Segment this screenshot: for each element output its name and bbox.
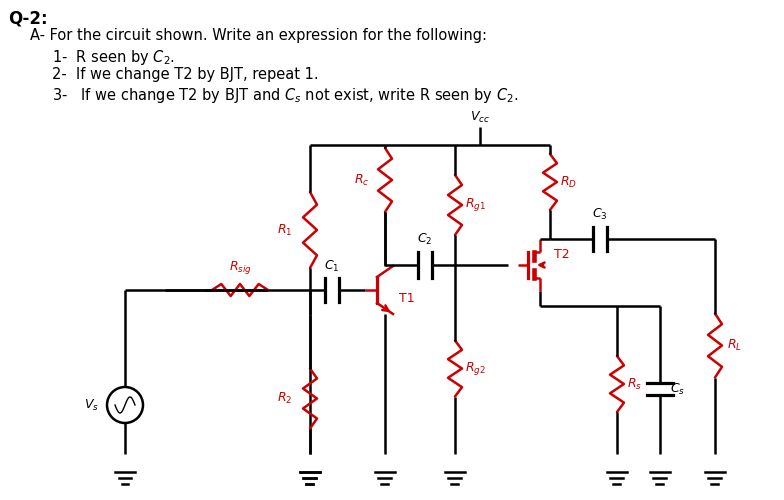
Text: $R_2$: $R_2$ bbox=[277, 391, 292, 406]
Text: $R_{g2}$: $R_{g2}$ bbox=[465, 360, 486, 377]
Text: $C_1$: $C_1$ bbox=[325, 259, 339, 274]
Text: $C_3$: $C_3$ bbox=[592, 207, 608, 222]
Text: $R_c$: $R_c$ bbox=[354, 172, 369, 188]
Text: $R_D$: $R_D$ bbox=[560, 174, 577, 190]
Text: 3-   If we change T2 by BJT and $C_s$ not exist, write R seen by $C_2$.: 3- If we change T2 by BJT and $C_s$ not … bbox=[52, 86, 518, 105]
Text: $R_s$: $R_s$ bbox=[627, 376, 642, 392]
Text: Q-2:: Q-2: bbox=[8, 10, 48, 28]
Text: 1-  R seen by $C_2$.: 1- R seen by $C_2$. bbox=[52, 48, 175, 67]
Text: $V_{cc}$: $V_{cc}$ bbox=[470, 110, 490, 125]
Text: T1: T1 bbox=[399, 292, 415, 304]
Text: 2-  If we change T2 by BJT, repeat 1.: 2- If we change T2 by BJT, repeat 1. bbox=[52, 67, 318, 82]
Text: $R_1$: $R_1$ bbox=[277, 222, 292, 238]
Text: $R_L$: $R_L$ bbox=[727, 338, 742, 353]
Text: $R_{g1}$: $R_{g1}$ bbox=[465, 196, 486, 214]
Text: $V_s$: $V_s$ bbox=[84, 398, 99, 412]
Text: $C_s$: $C_s$ bbox=[670, 382, 685, 396]
Text: T2: T2 bbox=[554, 248, 570, 262]
Text: $C_2$: $C_2$ bbox=[417, 232, 433, 247]
Text: A- For the circuit shown. Write an expression for the following:: A- For the circuit shown. Write an expre… bbox=[30, 28, 487, 43]
Text: $R_{sig}$: $R_{sig}$ bbox=[229, 259, 252, 276]
